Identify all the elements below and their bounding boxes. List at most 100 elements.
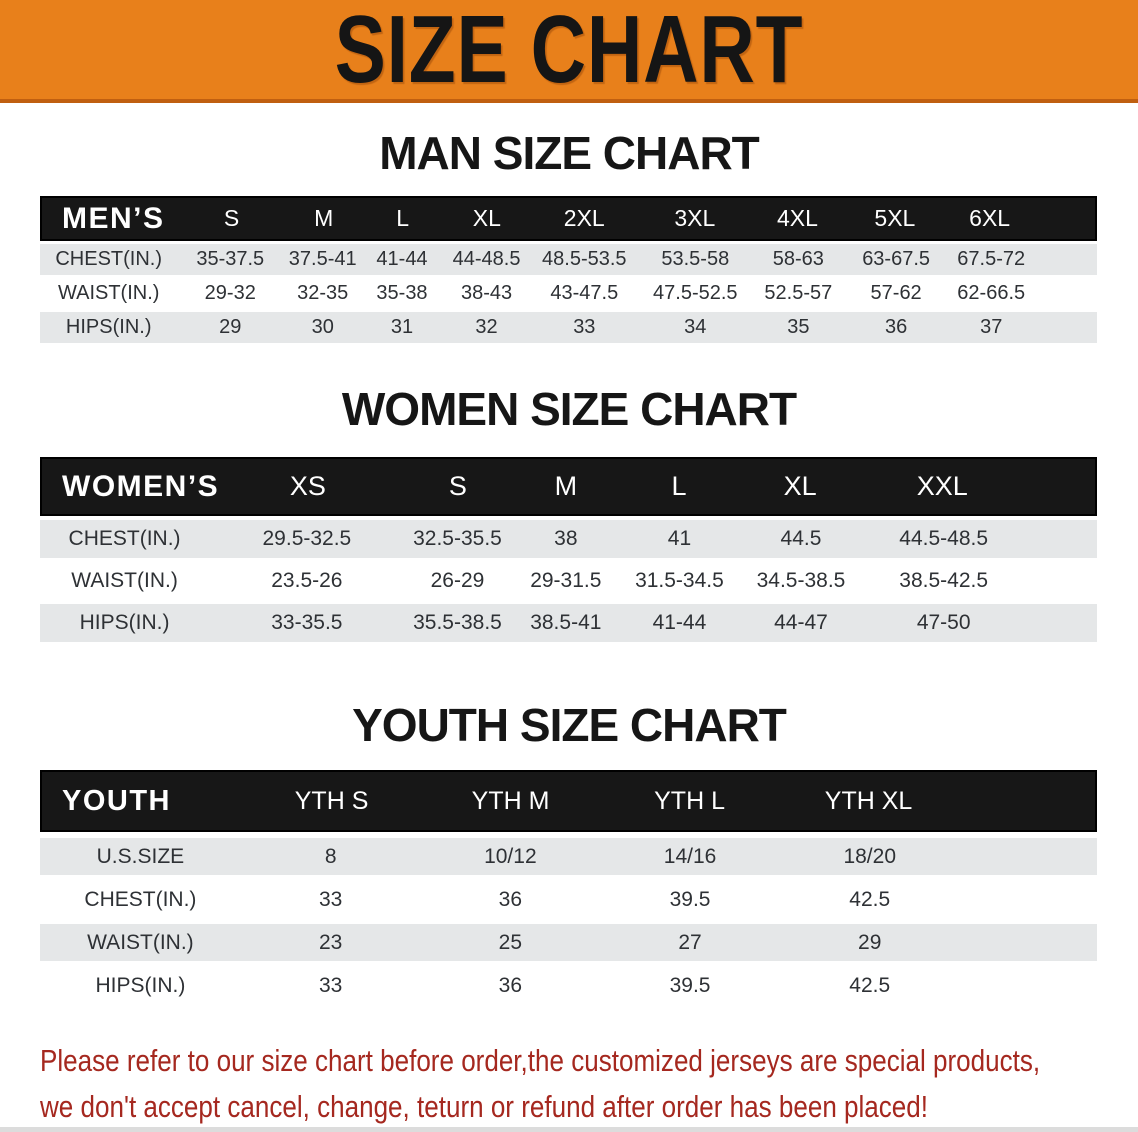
- row-label-cell: CHEST(IN.): [55, 248, 163, 270]
- disclaimer-line-2: we don't accept cancel, change, teturn o…: [40, 1089, 929, 1124]
- size-value-cell: 10/12: [484, 844, 537, 868]
- size-value-cell: 37: [980, 316, 1003, 338]
- size-value-cell: 32: [475, 316, 498, 338]
- size-value-cell: 29: [858, 930, 882, 954]
- size-column-header: 3XL: [674, 205, 716, 231]
- size-value-cell: 42.5: [849, 973, 891, 997]
- size-value-cell: 31: [390, 316, 414, 338]
- size-value-cell: 27: [678, 930, 702, 954]
- row-label-cell: CHEST(IN.): [68, 527, 181, 550]
- size-value-cell: 33: [318, 973, 343, 997]
- table-row: CHEST(IN.) 33 36 39.5 42.5: [40, 881, 1097, 918]
- size-value-cell: 30: [311, 316, 334, 338]
- size-value-cell: 35.5-38.5: [413, 611, 502, 634]
- size-value-cell: 35-37.5: [196, 248, 265, 270]
- size-value-cell: 29-31.5: [530, 569, 602, 592]
- size-value-cell: 44.5: [780, 527, 822, 550]
- size-value-cell: 23: [318, 930, 343, 954]
- size-column-header: XXL: [916, 471, 968, 501]
- table-corner-label: WOMEN’S: [62, 469, 220, 503]
- table-row: CHEST(IN.) 35-37.5 37.5-41 41-44 44-48.5 48.5…: [40, 244, 1097, 275]
- table-header-row: MEN’S S M L XL 2XL 3XL 4XL 5XL 6XL: [40, 196, 1097, 241]
- size-value-cell: 58-63: [772, 248, 824, 270]
- size-value-cell: 38.5-41: [530, 611, 602, 634]
- size-value-cell: 52.5-57: [764, 282, 833, 304]
- table-row: HIPS(IN.) 33-35.5 35.5-38.5 38.5-41 41-44 44-…: [40, 604, 1097, 642]
- size-value-cell: 29.5-32.5: [262, 527, 352, 550]
- men-size-table: MEN’S S M L XL 2XL 3XL 4XL 5XL 6XL CHEST(IN.) 35-37…: [40, 196, 1097, 343]
- size-value-cell: 67.5-72: [957, 248, 1026, 270]
- size-column-header: 6XL: [969, 205, 1011, 231]
- table-row: HIPS(IN.) 33 36 39.5 42.5: [40, 967, 1097, 1004]
- size-value-cell: 41-44: [652, 611, 707, 634]
- size-value-cell: 38.5-42.5: [899, 569, 989, 592]
- size-value-cell: 39.5: [669, 973, 711, 997]
- size-value-cell: 63-67.5: [862, 248, 931, 270]
- size-value-cell: 36: [884, 316, 908, 338]
- size-value-cell: 39.5: [669, 887, 711, 911]
- size-value-cell: 53.5-58: [661, 248, 730, 270]
- size-value-cell: 29-32: [204, 282, 256, 304]
- size-value-cell: 36: [498, 887, 523, 911]
- table-corner-label: YOUTH: [62, 784, 171, 817]
- size-value-cell: 42.5: [849, 887, 891, 911]
- size-value-cell: 34.5-38.5: [756, 569, 846, 592]
- size-value-cell: 47-50: [916, 611, 971, 634]
- size-value-cell: 38-43: [460, 282, 513, 304]
- row-label-cell: HIPS(IN.): [65, 316, 152, 338]
- size-value-cell: 37.5-41: [288, 248, 357, 270]
- banner: SIZE CHART: [0, 0, 1138, 103]
- size-column-header: L: [396, 205, 410, 231]
- man-size-chart-heading: MAN SIZE CHART: [379, 127, 760, 179]
- table-header-row: WOMEN’S XS S M L XL XXL: [40, 457, 1097, 516]
- row-label-cell: WAIST(IN.): [71, 569, 178, 592]
- size-chart-title: SIZE CHART: [334, 0, 804, 103]
- size-column-header: YTH M: [471, 786, 550, 815]
- women-size-table: WOMEN’S XS S M L XL XXL CHEST(IN.) 29.5-32.5 32.5…: [40, 457, 1097, 642]
- size-value-cell: 44-48.5: [452, 248, 521, 270]
- size-column-header: YTH L: [654, 786, 725, 815]
- size-value-cell: 33: [318, 887, 343, 911]
- size-value-cell: 32-35: [297, 282, 349, 304]
- table-row: CHEST(IN.) 29.5-32.5 32.5-35.5 38 41 44.5 44.5…: [40, 520, 1097, 558]
- women-size-chart-heading: WOMEN SIZE CHART: [341, 383, 797, 435]
- size-column-header: 4XL: [777, 205, 818, 231]
- size-value-cell: 38: [554, 527, 578, 550]
- size-value-cell: 62-66.5: [957, 282, 1026, 304]
- table-row: WAIST(IN.) 23 25 27 29: [40, 924, 1097, 961]
- row-label-cell: HIPS(IN.): [79, 611, 170, 634]
- size-value-cell: 33-35.5: [271, 611, 343, 634]
- size-column-header: YTH S: [294, 786, 369, 815]
- size-value-cell: 33: [573, 316, 596, 338]
- size-value-cell: 48.5-53.5: [542, 248, 627, 270]
- youth-size-table: YOUTH YTH S YTH M YTH L YTH XL U.S.SIZE 8 10/12…: [40, 770, 1097, 1004]
- row-label-cell: U.S.SIZE: [96, 844, 185, 868]
- size-column-header: YTH XL: [824, 786, 913, 815]
- size-value-cell: 8: [324, 844, 337, 868]
- size-column-header: M: [554, 471, 578, 501]
- size-column-header: XS: [289, 471, 326, 501]
- size-value-cell: 44-47: [774, 611, 828, 634]
- size-column-header: L: [671, 471, 687, 501]
- size-value-cell: 57-62: [870, 282, 922, 304]
- size-value-cell: 41: [667, 527, 692, 550]
- size-value-cell: 26-29: [430, 569, 485, 592]
- size-value-cell: 44.5-48.5: [899, 527, 989, 550]
- table-corner-label: MEN’S: [62, 201, 165, 235]
- table-row: HIPS(IN.) 29 30 31 32 33 34 35 36 37: [40, 312, 1097, 343]
- size-value-cell: 32.5-35.5: [413, 527, 502, 550]
- table-row: WAIST(IN.) 29-32 32-35 35-38 38-43 43-47.5 47.…: [40, 278, 1097, 309]
- size-column-header: XL: [783, 471, 817, 501]
- table-header-row: YOUTH YTH S YTH M YTH L YTH XL: [40, 770, 1097, 832]
- youth-size-chart-heading: YOUTH SIZE CHART: [352, 699, 787, 751]
- size-value-cell: 25: [498, 930, 523, 954]
- table-row: U.S.SIZE 8 10/12 14/16 18/20: [40, 838, 1097, 875]
- size-value-cell: 31.5-34.5: [635, 569, 724, 592]
- size-column-header: S: [223, 205, 240, 231]
- size-value-cell: 47.5-52.5: [653, 282, 738, 304]
- size-column-header: XL: [472, 205, 501, 231]
- size-column-header: 2XL: [563, 205, 605, 231]
- size-column-header: M: [314, 205, 334, 231]
- disclaimer-text: Please refer to our size chart before or…: [0, 1038, 1138, 1130]
- size-value-cell: 41-44: [376, 248, 428, 270]
